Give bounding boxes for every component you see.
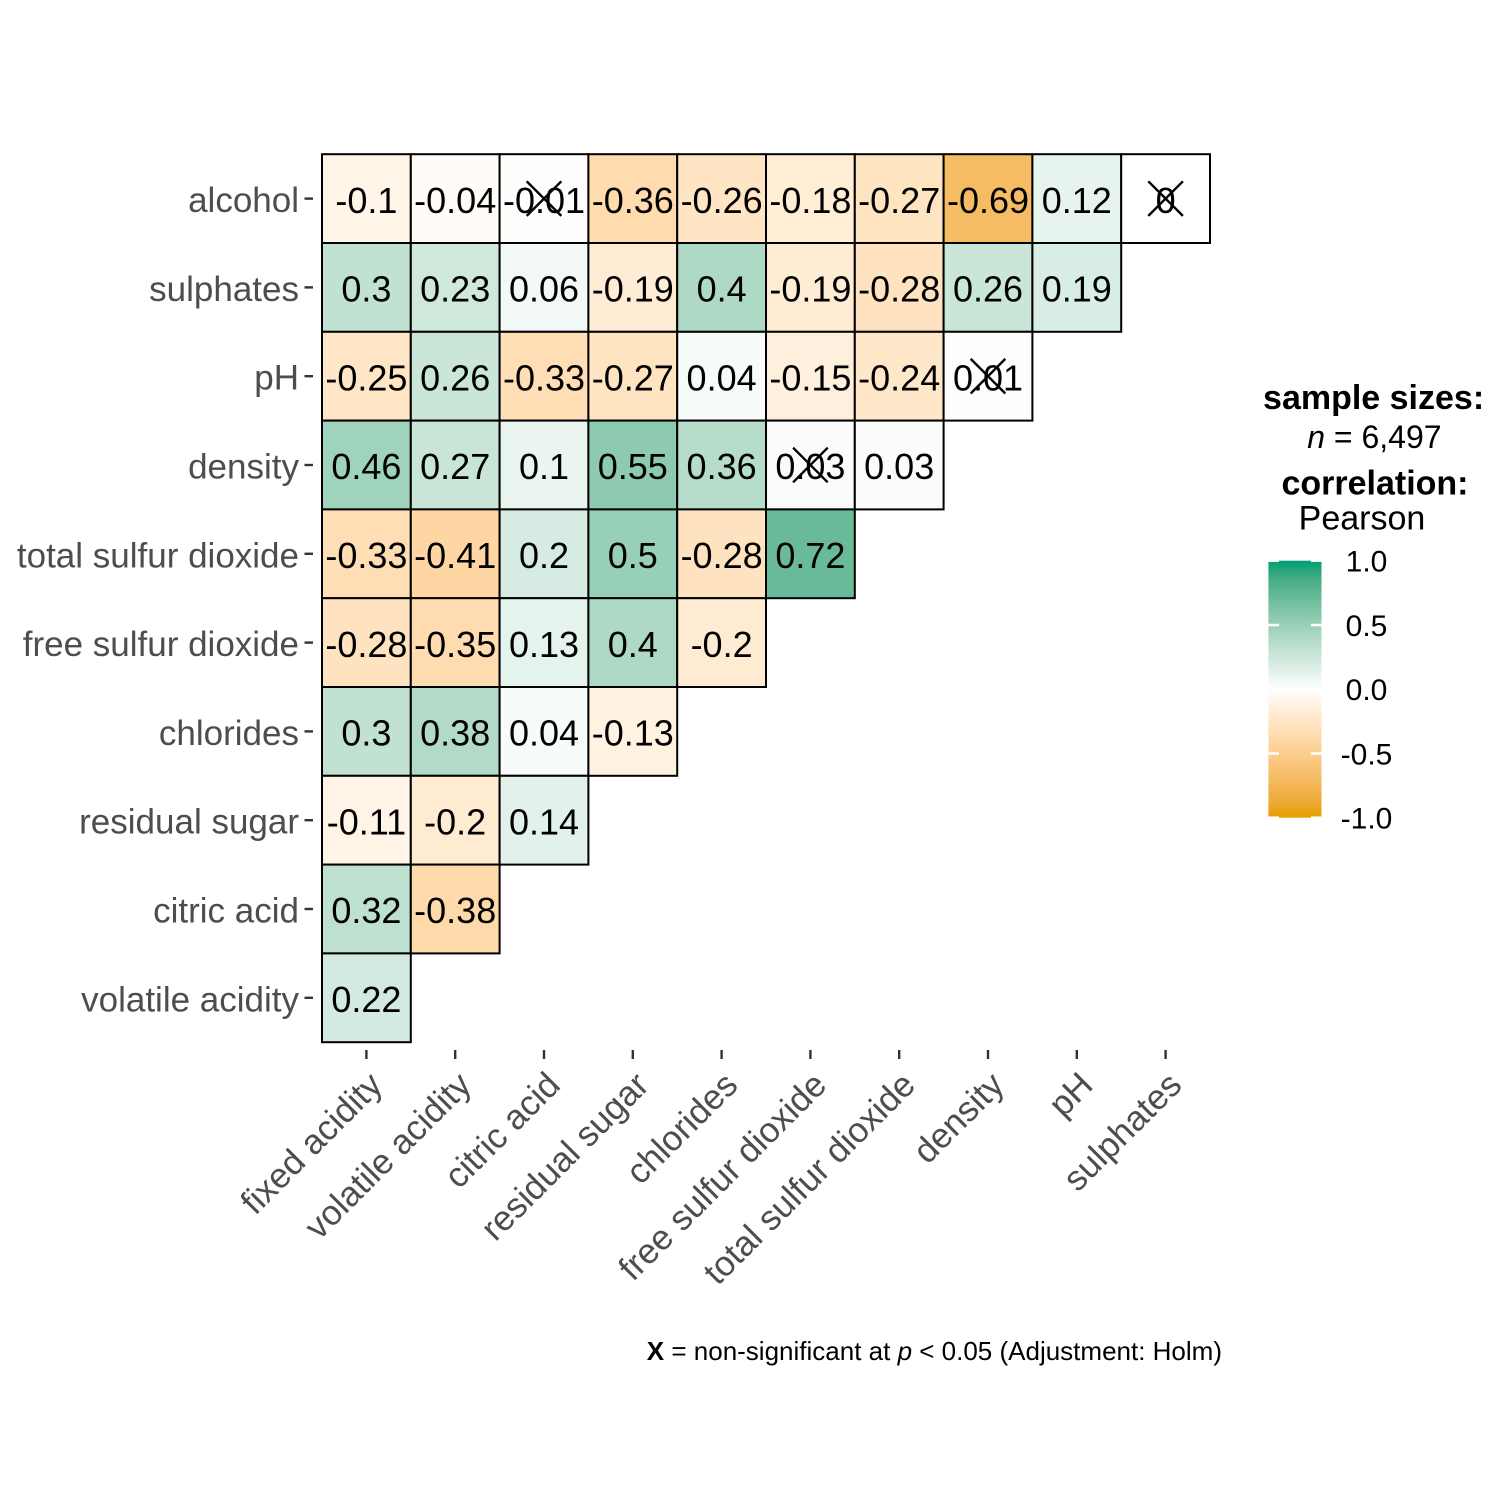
svg-text:0.36: 0.36 — [687, 446, 757, 487]
svg-text:1.0: 1.0 — [1346, 546, 1388, 579]
svg-text:0.27: 0.27 — [420, 446, 490, 487]
svg-text:sulphates: sulphates — [149, 270, 299, 309]
svg-text:0.0: 0.0 — [1346, 674, 1388, 707]
svg-text:-1.0: -1.0 — [1341, 803, 1393, 836]
svg-text:alcohol: alcohol — [188, 181, 299, 220]
svg-text:n = 6,497: n = 6,497 — [1307, 419, 1441, 455]
svg-text:total sulfur dioxide: total sulfur dioxide — [17, 536, 299, 575]
svg-text:-0.26: -0.26 — [681, 180, 763, 221]
svg-text:-0.41: -0.41 — [414, 535, 496, 576]
svg-text:volatile acidity: volatile acidity — [81, 980, 299, 1019]
svg-text:0.38: 0.38 — [420, 713, 490, 754]
svg-text:-0.19: -0.19 — [592, 269, 674, 310]
svg-text:0.13: 0.13 — [509, 624, 579, 665]
svg-text:-0.28: -0.28 — [858, 269, 940, 310]
svg-text:-0.01: -0.01 — [503, 180, 585, 221]
svg-text:0.03: 0.03 — [864, 446, 934, 487]
svg-text:0.01: 0.01 — [953, 357, 1023, 398]
svg-text:density: density — [188, 448, 299, 487]
svg-text:-0.24: -0.24 — [858, 357, 940, 398]
svg-text:0.4: 0.4 — [697, 269, 747, 310]
svg-text:-0.13: -0.13 — [592, 713, 674, 754]
svg-text:sample sizes:: sample sizes: — [1263, 379, 1484, 417]
svg-text:-0.15: -0.15 — [769, 357, 851, 398]
svg-text:0.4: 0.4 — [608, 624, 658, 665]
svg-text:Pearson: Pearson — [1299, 500, 1426, 538]
svg-text:-0.33: -0.33 — [503, 357, 585, 398]
svg-text:0.26: 0.26 — [420, 357, 490, 398]
svg-text:0.5: 0.5 — [608, 535, 658, 576]
svg-text:0.12: 0.12 — [1042, 180, 1112, 221]
svg-text:-0.5: -0.5 — [1341, 739, 1393, 772]
svg-text:0.14: 0.14 — [509, 801, 579, 842]
svg-text:-0.2: -0.2 — [691, 624, 753, 665]
svg-text:-0.69: -0.69 — [947, 180, 1029, 221]
svg-text:-0.28: -0.28 — [681, 535, 763, 576]
svg-text:-0.33: -0.33 — [325, 535, 407, 576]
svg-text:0.3: 0.3 — [341, 269, 391, 310]
svg-text:0.19: 0.19 — [1042, 269, 1112, 310]
svg-text:-0.38: -0.38 — [414, 890, 496, 931]
svg-text:-0.19: -0.19 — [769, 269, 851, 310]
svg-text:-0.36: -0.36 — [592, 180, 674, 221]
svg-text:0.72: 0.72 — [775, 535, 845, 576]
svg-text:0.2: 0.2 — [519, 535, 569, 576]
svg-text:-0.35: -0.35 — [414, 624, 496, 665]
svg-text:-0.27: -0.27 — [858, 180, 940, 221]
svg-text:-0.25: -0.25 — [325, 357, 407, 398]
svg-text:-0.2: -0.2 — [424, 801, 486, 842]
svg-text:free sulfur dioxide: free sulfur dioxide — [23, 625, 299, 664]
svg-text:0.06: 0.06 — [509, 269, 579, 310]
svg-text:0.1: 0.1 — [519, 446, 569, 487]
svg-text:0.22: 0.22 — [331, 979, 401, 1020]
svg-text:-0.18: -0.18 — [769, 180, 851, 221]
svg-text:0.03: 0.03 — [775, 446, 845, 487]
svg-text:0.23: 0.23 — [420, 269, 490, 310]
svg-text:0.3: 0.3 — [341, 713, 391, 754]
svg-text:pH: pH — [254, 359, 299, 398]
svg-text:0.5: 0.5 — [1346, 610, 1388, 643]
svg-text:correlation:: correlation: — [1281, 465, 1468, 503]
svg-text:X = non-significant at p < 0.0: X = non-significant at p < 0.05 (Adjustm… — [647, 1336, 1222, 1366]
svg-text:-0.28: -0.28 — [325, 624, 407, 665]
svg-text:citric acid: citric acid — [153, 892, 299, 931]
svg-text:-0.1: -0.1 — [335, 180, 397, 221]
svg-text:0.55: 0.55 — [598, 446, 668, 487]
svg-text:0.04: 0.04 — [687, 357, 757, 398]
svg-text:0.04: 0.04 — [509, 713, 579, 754]
svg-text:chlorides: chlorides — [159, 714, 299, 753]
svg-text:0.32: 0.32 — [331, 890, 401, 931]
svg-text:residual sugar: residual sugar — [79, 803, 299, 842]
svg-text:-0.11: -0.11 — [327, 801, 406, 842]
svg-text:-0.04: -0.04 — [414, 180, 496, 221]
svg-text:0.26: 0.26 — [953, 269, 1023, 310]
svg-text:0.46: 0.46 — [331, 446, 401, 487]
svg-text:-0.27: -0.27 — [592, 357, 674, 398]
svg-text:0: 0 — [1156, 180, 1176, 221]
